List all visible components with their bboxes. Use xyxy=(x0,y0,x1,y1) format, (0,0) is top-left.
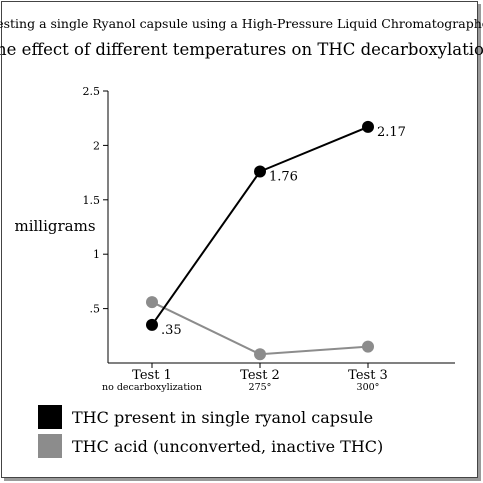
x-tick-label: Test 3 xyxy=(348,368,388,383)
chart-title: Testing a single Ryanol capsule using a … xyxy=(0,16,483,31)
chart-frame xyxy=(1,1,478,478)
y-tick-label: 1 xyxy=(93,248,100,261)
data-point xyxy=(254,165,266,178)
data-point xyxy=(146,318,158,331)
data-point xyxy=(146,296,158,309)
x-tick-sublabel: 300° xyxy=(357,382,380,393)
legend-label-thc: THC present in single ryanol capsule xyxy=(72,407,374,427)
data-point xyxy=(362,340,374,353)
y-tick-label: 2.5 xyxy=(83,85,101,98)
series-line xyxy=(151,125,369,326)
series-layer: .35 1.76 2.17 xyxy=(146,120,406,361)
data-point xyxy=(362,120,374,133)
data-label: .35 xyxy=(161,323,182,338)
series-line xyxy=(151,301,369,356)
x-tick-label: Test 1 xyxy=(132,368,172,383)
x-tick-sublabel: 275° xyxy=(249,382,272,393)
legend-item-thc: THC present in single ryanol capsule xyxy=(38,405,373,429)
x-tick-sublabel: no decarboxylization xyxy=(102,382,202,393)
axes: .5 1 1.5 2 2.5 Test 1no decarboxylization Test… xyxy=(83,85,455,393)
y-tick-label: 2 xyxy=(93,139,100,152)
legend-item-thc-acid: THC acid (unconverted, inactive THC) xyxy=(38,434,383,458)
data-label: 1.76 xyxy=(269,170,298,185)
y-tick-label: 1.5 xyxy=(83,194,101,207)
data-point xyxy=(254,348,266,361)
legend-swatch-thc-acid xyxy=(38,434,62,458)
legend-label-thc-acid: THC acid (unconverted, inactive THC) xyxy=(72,436,384,456)
x-tick-label: Test 2 xyxy=(240,368,280,383)
legend-swatch-thc xyxy=(38,405,62,429)
y-tick-label: .5 xyxy=(90,303,101,316)
y-axis-label: milligrams xyxy=(14,217,95,235)
chart-subtitle: the effect of different temperatures on … xyxy=(0,40,483,59)
data-label: 2.17 xyxy=(377,125,406,140)
